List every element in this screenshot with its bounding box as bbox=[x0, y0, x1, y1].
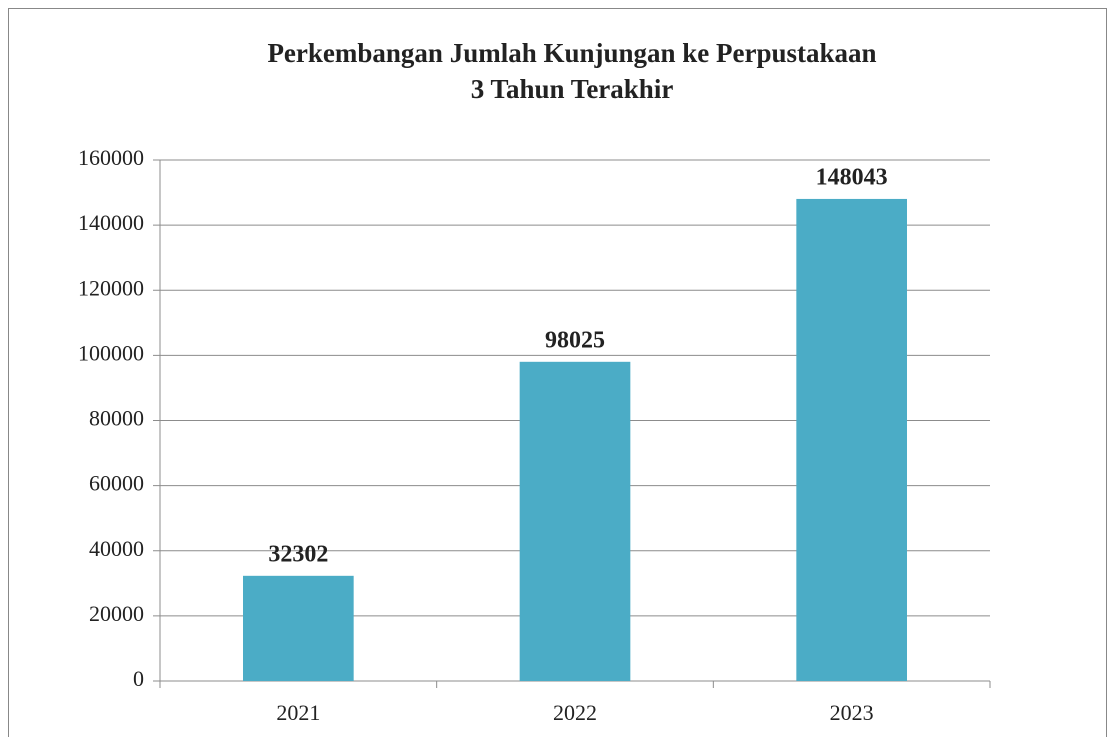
bar bbox=[519, 361, 631, 681]
y-tick-label: 160000 bbox=[78, 145, 144, 170]
chart-title: Perkembangan Jumlah Kunjungan ke Perpust… bbox=[267, 38, 876, 68]
y-tick-label: 80000 bbox=[89, 406, 144, 431]
y-tick-label: 60000 bbox=[89, 471, 144, 496]
x-tick-label: 2021 bbox=[276, 700, 320, 725]
y-tick-label: 20000 bbox=[89, 601, 144, 626]
data-label: 98025 bbox=[545, 327, 605, 353]
x-tick-label: 2023 bbox=[830, 700, 874, 725]
data-label: 32302 bbox=[268, 541, 328, 567]
chart-title: 3 Tahun Terakhir bbox=[471, 74, 674, 104]
data-label: 148043 bbox=[816, 164, 888, 190]
y-tick-label: 0 bbox=[133, 666, 144, 691]
x-tick-label: 2022 bbox=[553, 700, 597, 725]
y-tick-label: 140000 bbox=[78, 210, 144, 235]
bar bbox=[243, 575, 354, 681]
y-tick-label: 100000 bbox=[78, 340, 144, 365]
bar bbox=[796, 198, 907, 681]
y-tick-label: 40000 bbox=[89, 536, 144, 561]
y-tick-label: 120000 bbox=[78, 275, 144, 300]
